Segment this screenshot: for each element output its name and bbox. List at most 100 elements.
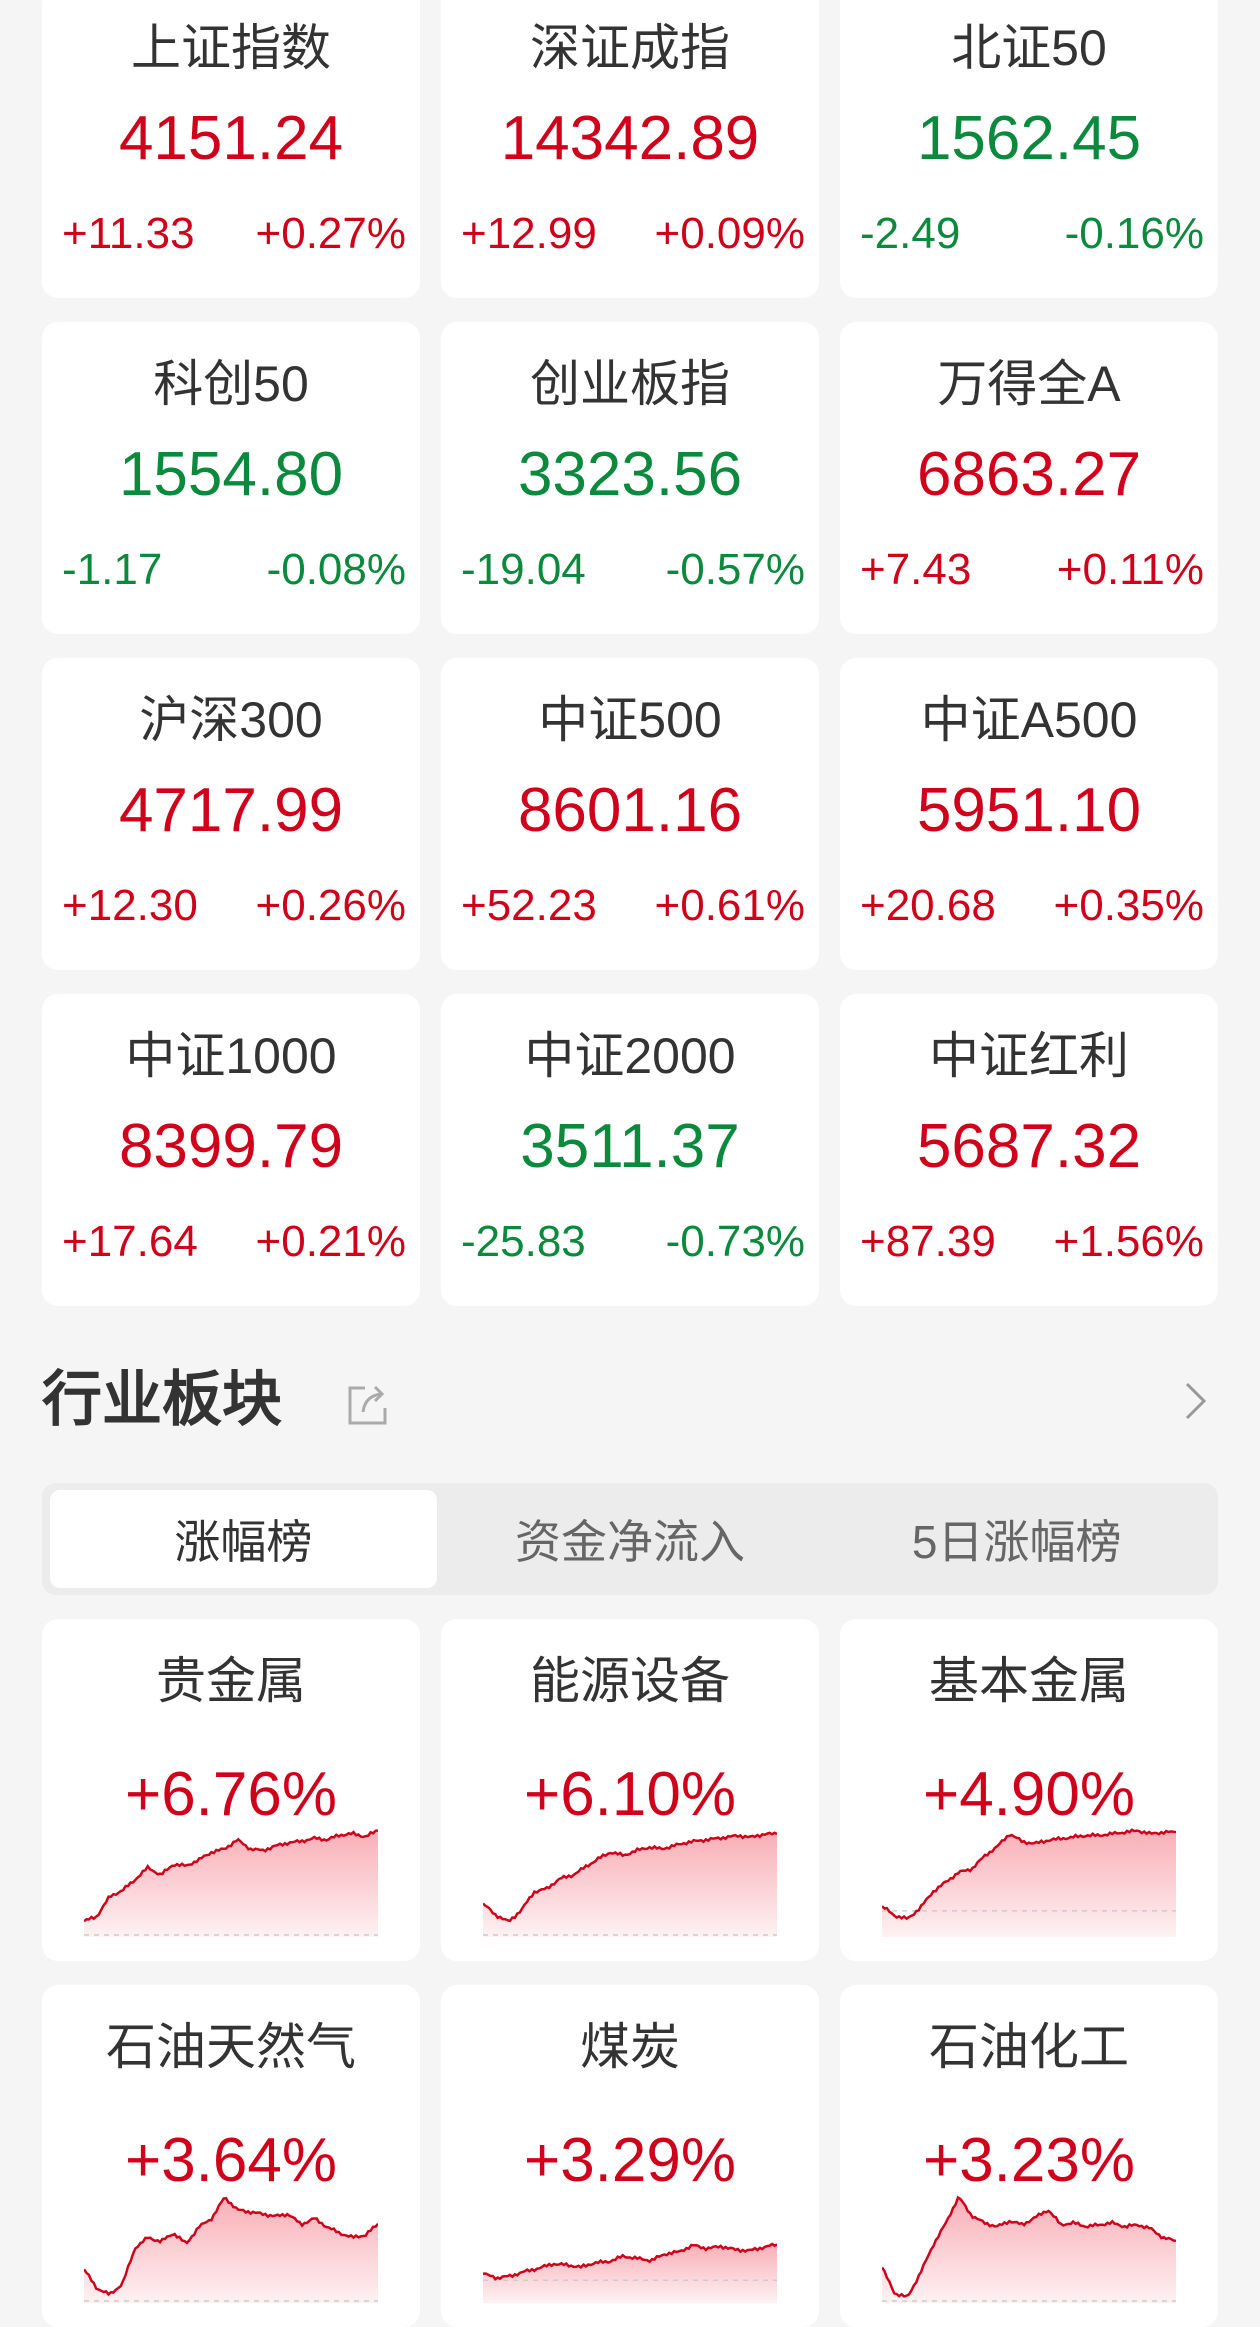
index-change-pct: +1.56% xyxy=(1053,1217,1204,1266)
sector-card[interactable]: 煤炭 +3.29% xyxy=(441,1985,819,2327)
index-price: 3511.37 xyxy=(520,1112,740,1181)
index-name: 中证红利 xyxy=(929,1028,1129,1084)
index-name: 科创50 xyxy=(153,356,309,412)
index-card[interactable]: 中证A500 5951.10 +20.68 +0.35% xyxy=(840,658,1218,970)
index-card[interactable]: 北证50 1562.45 -2.49 -0.16% xyxy=(840,0,1218,298)
index-change-pct: +0.61% xyxy=(654,881,805,930)
index-change-row: +7.43 +0.11% xyxy=(840,542,1218,598)
index-card[interactable]: 上证指数 4151.24 +11.33 +0.27% xyxy=(42,0,420,298)
index-change: -1.17 xyxy=(62,545,163,594)
sector-sparkline xyxy=(84,2196,378,2303)
index-grid: 上证指数 4151.24 +11.33 +0.27% 深证成指 14342.89 … xyxy=(42,0,1218,1306)
index-change-pct: +0.21% xyxy=(255,1217,406,1266)
sector-sparkline xyxy=(483,1831,777,1937)
index-price: 4151.24 xyxy=(118,104,344,173)
index-name: 中证1000 xyxy=(125,1028,337,1084)
sector-sparkline xyxy=(483,2242,777,2303)
sparkline-line xyxy=(483,1831,777,1923)
sector-name: 基本金属 xyxy=(929,1653,1129,1709)
index-card[interactable]: 沪深300 4717.99 +12.30 +0.26% xyxy=(42,658,420,970)
index-change: +87.39 xyxy=(860,1217,996,1266)
sector-name: 石油天然气 xyxy=(106,2019,356,2075)
index-price: 5687.32 xyxy=(916,1112,1142,1181)
section-header: 行业板块 xyxy=(42,1362,1218,1438)
sector-name: 能源设备 xyxy=(530,1653,730,1709)
index-change-pct: +0.11% xyxy=(1056,545,1204,594)
sector-pct: +3.29% xyxy=(523,2126,736,2195)
index-change: +17.64 xyxy=(62,1217,198,1266)
index-change-row: +17.64 +0.21% xyxy=(42,1214,420,1270)
index-change-row: +12.99 +0.09% xyxy=(441,206,819,262)
index-price: 3323.56 xyxy=(517,440,743,509)
sector-name: 煤炭 xyxy=(580,2019,680,2075)
sparkline-area xyxy=(84,1830,378,1937)
sparkline-area xyxy=(483,1832,777,1937)
sector-card[interactable]: 石油天然气 +3.64% xyxy=(42,1985,420,2327)
sparkline-area xyxy=(882,2197,1176,2303)
index-change-pct: -0.16% xyxy=(1064,209,1204,258)
index-change: -19.04 xyxy=(461,545,586,594)
sector-sparkline xyxy=(84,1829,378,1937)
share-icon[interactable] xyxy=(347,1382,389,1426)
index-change-row: +20.68 +0.35% xyxy=(840,878,1218,934)
index-name: 上证指数 xyxy=(131,20,331,76)
index-card[interactable]: 深证成指 14342.89 +12.99 +0.09% xyxy=(441,0,819,298)
index-price: 8399.79 xyxy=(118,1112,344,1181)
index-change-pct: -0.08% xyxy=(266,545,406,594)
tab-2[interactable]: 5日涨幅榜 xyxy=(911,1516,1122,1568)
index-card[interactable]: 中证500 8601.16 +52.23 +0.61% xyxy=(441,658,819,970)
index-card[interactable]: 万得全A 6863.27 +7.43 +0.11% xyxy=(840,322,1218,634)
sector-card[interactable]: 石油化工 +3.23% xyxy=(840,1985,1218,2327)
index-card[interactable]: 中证1000 8399.79 +17.64 +0.21% xyxy=(42,994,420,1306)
sparkline-line xyxy=(84,1829,378,1923)
tab-0[interactable]: 涨幅榜 xyxy=(50,1490,437,1588)
index-change-row: -2.49 -0.16% xyxy=(840,206,1218,262)
sector-grid: 贵金属 +6.76% 能源设备 +6.10% 基本金属 +4.90% 石油天然气 +3… xyxy=(42,1619,1218,2327)
index-name: 沪深300 xyxy=(139,692,323,748)
sector-pct: +4.90% xyxy=(922,1760,1135,1829)
index-change-pct: -0.73% xyxy=(665,1217,805,1266)
index-name: 中证A500 xyxy=(920,692,1138,748)
index-change-row: +12.30 +0.26% xyxy=(42,878,420,934)
sparkline-line xyxy=(84,2196,378,2297)
index-change-pct: +0.09% xyxy=(654,209,805,258)
sector-card[interactable]: 基本金属 +4.90% xyxy=(840,1619,1218,1961)
index-price: 6863.27 xyxy=(916,440,1142,509)
index-change-row: +87.39 +1.56% xyxy=(840,1214,1218,1270)
index-card[interactable]: 科创50 1554.80 -1.17 -0.08% xyxy=(42,322,420,634)
index-change-row: -1.17 -0.08% xyxy=(42,542,420,598)
sparkline-area xyxy=(84,2198,378,2303)
index-change-row: +11.33 +0.27% xyxy=(42,206,420,262)
sector-card[interactable]: 能源设备 +6.10% xyxy=(441,1619,819,1961)
sector-name: 石油化工 xyxy=(929,2019,1129,2075)
chevron-right-icon[interactable] xyxy=(1182,1380,1210,1422)
index-change: +52.23 xyxy=(461,881,597,930)
index-change-row: +52.23 +0.61% xyxy=(441,878,819,934)
index-change: +7.43 xyxy=(860,545,972,594)
index-name: 中证500 xyxy=(538,692,722,748)
index-change: +12.30 xyxy=(62,881,198,930)
index-change: +12.99 xyxy=(461,209,597,258)
index-change-row: -25.83 -0.73% xyxy=(441,1214,819,1270)
sector-card[interactable]: 贵金属 +6.76% xyxy=(42,1619,420,1961)
sector-pct: +3.64% xyxy=(124,2126,337,2195)
index-change: -25.83 xyxy=(461,1217,586,1266)
index-card[interactable]: 中证红利 5687.32 +87.39 +1.56% xyxy=(840,994,1218,1306)
index-card[interactable]: 创业板指 3323.56 -19.04 -0.57% xyxy=(441,322,819,634)
sparkline-line xyxy=(882,2195,1176,2298)
index-card[interactable]: 中证2000 3511.37 -25.83 -0.73% xyxy=(441,994,819,1306)
sector-name: 贵金属 xyxy=(156,1653,306,1709)
index-price: 1554.80 xyxy=(118,440,344,509)
sector-pct: +6.10% xyxy=(523,1760,736,1829)
section-title: 行业板块 xyxy=(42,1366,282,1433)
index-name: 万得全A xyxy=(937,356,1121,412)
index-price: 4717.99 xyxy=(118,776,344,845)
index-change-pct: +0.26% xyxy=(255,881,406,930)
index-change-row: -19.04 -0.57% xyxy=(441,542,819,598)
tab-1[interactable]: 资金净流入 xyxy=(515,1516,745,1568)
index-change-pct: -0.57% xyxy=(665,545,805,594)
index-name: 中证2000 xyxy=(524,1028,736,1084)
index-price: 8601.16 xyxy=(517,776,743,845)
sector-sparkline xyxy=(882,2195,1176,2303)
sparkline-line xyxy=(882,1828,1176,1921)
